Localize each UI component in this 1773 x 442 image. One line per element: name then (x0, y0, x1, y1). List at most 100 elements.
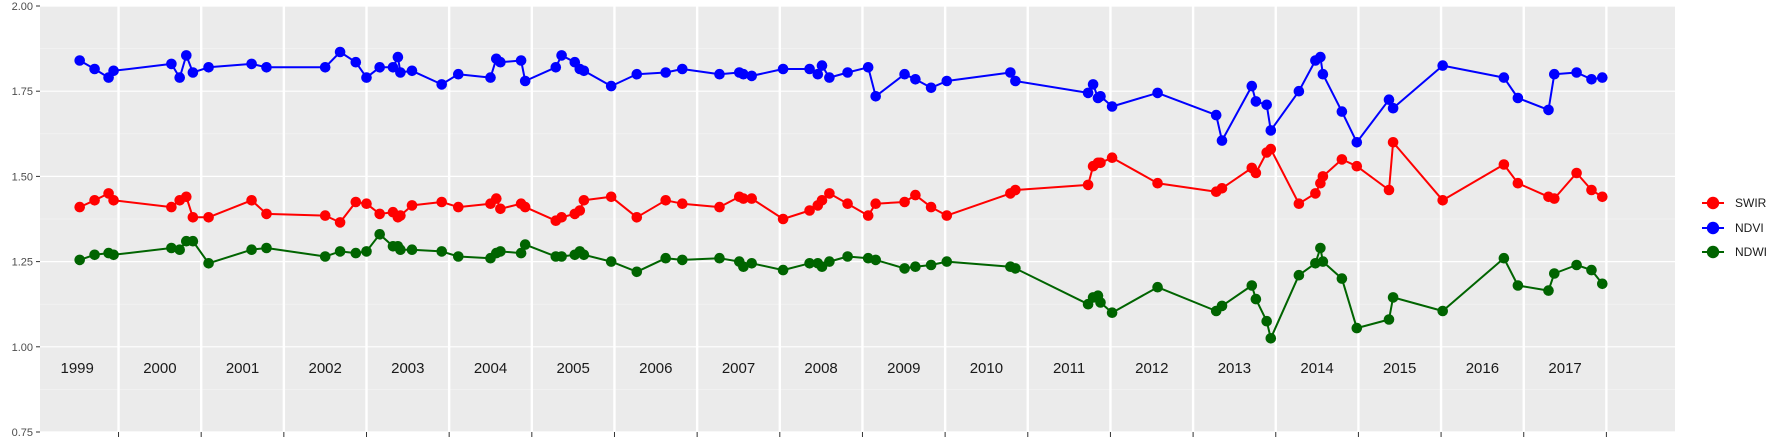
data-point-swir (605, 191, 617, 203)
data-point-ndvi (550, 62, 562, 73)
data-point-ndwi (824, 256, 835, 267)
data-point-swir (1106, 152, 1118, 163)
data-point-ndvi (1005, 67, 1016, 78)
data-point-ndvi (1512, 92, 1524, 104)
data-point-swir (1152, 177, 1163, 189)
axis-layer: 0.75 1.00 1.25 1.50 1.75 2.00 (12, 1, 1607, 439)
data-point-ndwi (1387, 292, 1399, 303)
data-point-ndwi (556, 251, 567, 262)
data-point-ndvi (738, 68, 749, 80)
data-point-ndwi (777, 264, 789, 276)
data-point-swir (436, 196, 448, 208)
data-point-ndwi (925, 259, 937, 271)
data-point-ndvi (556, 50, 567, 61)
data-point-ndvi (203, 62, 214, 73)
data-point-swir (816, 195, 828, 206)
data-point-swir (1512, 177, 1524, 189)
year-label: 2001 (226, 360, 259, 377)
data-point-swir (395, 210, 406, 221)
data-point-ndvi (578, 65, 590, 77)
series-ndvi (74, 46, 1608, 148)
data-point-ndwi (804, 258, 815, 269)
data-point-ndvi (1010, 75, 1021, 87)
data-point-ndwi (319, 251, 331, 262)
data-point-ndvi (777, 63, 789, 75)
data-point-ndvi (181, 50, 192, 61)
data-point-swir (777, 213, 789, 225)
data-point-swir (246, 195, 257, 206)
y-tick-label: 1.00 (12, 342, 33, 354)
year-label: 2012 (1135, 360, 1168, 377)
data-point-ndwi (1246, 280, 1258, 291)
year-label: 2017 (1548, 360, 1581, 377)
year-label: 2003 (391, 360, 424, 377)
data-point-ndwi (1216, 300, 1228, 312)
data-point-swir (842, 198, 853, 209)
data-point-ndvi (1087, 79, 1099, 90)
data-point-ndvi (515, 55, 527, 66)
data-point-ndvi (677, 63, 688, 75)
data-point-ndvi (334, 46, 346, 58)
data-point-ndvi (436, 79, 448, 90)
data-point-ndwi (1543, 285, 1554, 296)
data-point-ndvi (1597, 72, 1608, 83)
data-point-swir (1317, 171, 1329, 182)
series-layer (74, 46, 1608, 344)
data-point-ndwi (203, 258, 214, 269)
legend-label-ndwi: NDWI (1735, 245, 1767, 259)
data-point-ndwi (406, 244, 418, 255)
data-point-ndvi (842, 67, 853, 78)
data-point-ndvi (387, 62, 399, 73)
data-point-swir (1586, 184, 1597, 196)
year-label: 2004 (474, 360, 507, 377)
data-point-ndwi (1351, 322, 1363, 334)
y-tick-label: 0.75 (12, 427, 33, 439)
data-point-swir (574, 205, 586, 216)
data-point-ndwi (899, 263, 910, 274)
data-point-ndwi (660, 252, 671, 264)
data-point-swir (1082, 179, 1094, 191)
data-point-ndvi (910, 74, 921, 85)
data-point-ndvi (870, 91, 881, 102)
data-point-swir (1383, 184, 1395, 196)
data-point-ndvi (319, 62, 331, 73)
data-point-swir (350, 196, 362, 208)
data-point-ndvi (1437, 60, 1448, 71)
data-point-ndwi (1315, 242, 1326, 254)
data-point-swir (870, 198, 881, 209)
data-point-swir (738, 193, 749, 204)
data-point-ndvi (350, 56, 362, 68)
data-point-ndwi (677, 254, 688, 266)
data-point-swir (1095, 157, 1106, 169)
data-point-ndvi (1250, 96, 1262, 107)
data-point-ndwi (395, 244, 406, 255)
data-point-ndwi (1549, 268, 1560, 279)
year-label: 2002 (309, 360, 342, 377)
data-point-swir (941, 210, 953, 221)
data-point-ndvi (1586, 74, 1597, 85)
data-point-ndvi (1498, 72, 1510, 83)
data-point-ndvi (862, 62, 874, 73)
data-point-ndvi (187, 67, 199, 78)
data-point-ndwi (166, 242, 177, 254)
data-point-ndwi (1293, 269, 1305, 281)
data-point-ndwi (436, 246, 448, 257)
data-point-ndvi (485, 72, 496, 83)
data-point-swir (804, 205, 815, 216)
data-point-ndwi (1383, 314, 1395, 325)
data-point-ndvi (746, 70, 757, 82)
data-point-swir (1498, 159, 1510, 170)
data-point-ndwi (578, 249, 590, 261)
data-point-ndwi (187, 235, 199, 247)
data-point-ndwi (453, 251, 464, 262)
data-point-swir (203, 212, 214, 223)
y-tick-label: 1.25 (12, 257, 33, 269)
data-point-ndvi (74, 55, 85, 66)
legend-marker-ndvi (1706, 221, 1720, 235)
year-label: 2013 (1218, 360, 1251, 377)
data-point-ndwi (1586, 264, 1597, 276)
data-point-swir (910, 189, 921, 201)
data-point-ndvi (899, 68, 910, 80)
data-point-swir (1437, 195, 1448, 206)
